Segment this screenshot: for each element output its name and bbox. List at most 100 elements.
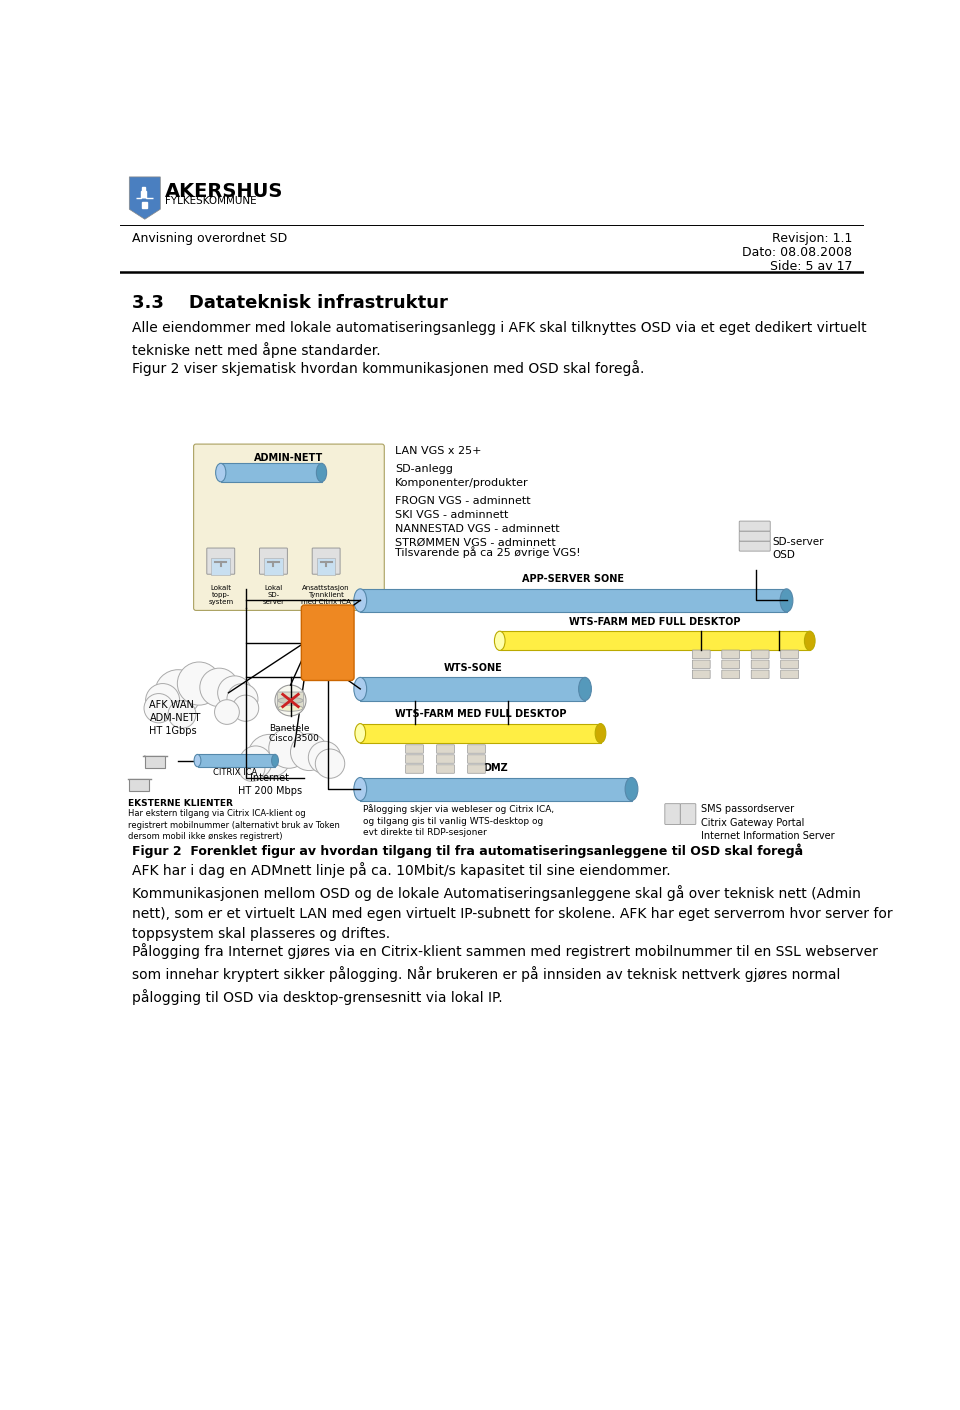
FancyBboxPatch shape [360, 589, 786, 612]
FancyBboxPatch shape [437, 744, 454, 753]
FancyBboxPatch shape [681, 804, 696, 825]
FancyBboxPatch shape [312, 548, 340, 574]
FancyBboxPatch shape [277, 692, 303, 709]
Text: Internet
HT 200 Mbps: Internet HT 200 Mbps [237, 773, 301, 795]
Text: Dato: 08.08.2008: Dato: 08.08.2008 [742, 247, 852, 259]
FancyBboxPatch shape [752, 650, 769, 658]
FancyBboxPatch shape [264, 558, 283, 575]
Ellipse shape [354, 589, 367, 612]
Text: EKSTERNE KLIENTER: EKSTERNE KLIENTER [128, 799, 232, 808]
Ellipse shape [317, 464, 326, 482]
Text: Kommunikasjonen mellom OSD og de lokale Automatiseringsanleggene skal gå over te: Kommunikasjonen mellom OSD og de lokale … [132, 885, 892, 942]
Text: Pålogging skjer via webleser og Citrix ICA,
og tilgang gis til vanlig WTS-deskto: Pålogging skjer via webleser og Citrix I… [363, 805, 554, 838]
Text: SD-server
OSD: SD-server OSD [773, 537, 824, 560]
Text: Pålogging fra Internet gjøres via en Citrix-klient sammen med registrert mobilnu: Pålogging fra Internet gjøres via en Cit… [132, 943, 877, 1005]
Text: WTS-FARM MED FULL DESKTOP: WTS-FARM MED FULL DESKTOP [395, 709, 566, 719]
Text: Side: 5 av 17: Side: 5 av 17 [770, 259, 852, 274]
Polygon shape [135, 188, 154, 199]
FancyBboxPatch shape [405, 764, 423, 773]
Text: Lokal
SD-
server: Lokal SD- server [262, 585, 284, 605]
Circle shape [315, 749, 345, 778]
Text: Figur 2  Forenklet figur av hvordan tilgang til fra automatiseringsanleggene til: Figur 2 Forenklet figur av hvordan tilga… [132, 843, 803, 857]
Circle shape [200, 668, 239, 706]
Text: Tilsvarende på ca 25 øvrige VGS!: Tilsvarende på ca 25 øvrige VGS! [396, 547, 581, 558]
Text: SD-anlegg
Komponenter/produkter: SD-anlegg Komponenter/produkter [396, 464, 529, 488]
FancyBboxPatch shape [722, 650, 739, 658]
Circle shape [248, 735, 291, 777]
FancyBboxPatch shape [301, 605, 354, 681]
Ellipse shape [625, 777, 637, 801]
Text: WTS-SONE: WTS-SONE [444, 663, 502, 673]
Text: FYLKESKOMMUNE: FYLKESKOMMUNE [165, 196, 256, 206]
Circle shape [146, 684, 180, 718]
Circle shape [214, 699, 239, 725]
FancyBboxPatch shape [780, 670, 799, 678]
Text: Banetele
Cisco 3500: Banetele Cisco 3500 [269, 723, 319, 743]
FancyBboxPatch shape [437, 754, 454, 763]
Text: AFK WAN
ADM-NETT
HT 1Gbps: AFK WAN ADM-NETT HT 1Gbps [150, 701, 201, 736]
Text: WTS-FARM MED FULL DESKTOP: WTS-FARM MED FULL DESKTOP [569, 616, 740, 626]
Text: LAN VGS x 25+: LAN VGS x 25+ [396, 447, 482, 457]
Text: Anvisning overordnet SD: Anvisning overordnet SD [132, 233, 287, 245]
FancyBboxPatch shape [665, 804, 681, 825]
FancyBboxPatch shape [468, 744, 486, 753]
Circle shape [275, 685, 306, 716]
FancyBboxPatch shape [722, 670, 739, 678]
FancyBboxPatch shape [360, 677, 585, 701]
FancyBboxPatch shape [739, 522, 770, 532]
Text: AFK har i dag en ADMnett linje på ca. 10Mbit/s kapasitet til sine eiendommer.: AFK har i dag en ADMnett linje på ca. 10… [132, 862, 670, 878]
Ellipse shape [278, 705, 303, 711]
Circle shape [155, 670, 202, 716]
FancyBboxPatch shape [405, 744, 423, 753]
FancyBboxPatch shape [206, 548, 234, 574]
Text: Lokalt
topp-
system: Lokalt topp- system [208, 585, 233, 605]
FancyBboxPatch shape [752, 670, 769, 678]
Text: Har ekstern tilgang via Citrix ICA-klient og
registrert mobilnummer (alternativt: Har ekstern tilgang via Citrix ICA-klien… [128, 809, 340, 840]
FancyBboxPatch shape [317, 558, 335, 575]
FancyBboxPatch shape [739, 532, 770, 541]
Polygon shape [130, 176, 160, 219]
Ellipse shape [272, 754, 278, 767]
FancyBboxPatch shape [780, 660, 799, 668]
FancyBboxPatch shape [692, 670, 710, 678]
FancyBboxPatch shape [692, 660, 710, 668]
Text: FROGN VGS - adminnett
SKI VGS - adminnett
NANNESTAD VGS - adminnett
STRØMMEN VGS: FROGN VGS - adminnett SKI VGS - adminnet… [396, 496, 560, 547]
Circle shape [308, 742, 341, 774]
FancyBboxPatch shape [198, 754, 275, 767]
Text: DMZ: DMZ [484, 763, 508, 773]
FancyBboxPatch shape [194, 444, 384, 611]
Circle shape [218, 675, 252, 709]
Circle shape [291, 733, 327, 771]
Text: Figur 2 viser skjematisk hvordan kommunikasjonen med OSD skal foregå.: Figur 2 viser skjematisk hvordan kommuni… [132, 360, 644, 376]
Ellipse shape [354, 677, 367, 701]
FancyBboxPatch shape [130, 780, 150, 791]
FancyBboxPatch shape [752, 660, 769, 668]
FancyBboxPatch shape [739, 541, 770, 551]
FancyBboxPatch shape [468, 764, 486, 773]
Ellipse shape [194, 754, 201, 767]
FancyBboxPatch shape [468, 754, 486, 763]
Ellipse shape [216, 464, 226, 482]
Text: ADMIN-NETT: ADMIN-NETT [254, 453, 324, 462]
Circle shape [269, 728, 309, 768]
FancyBboxPatch shape [360, 777, 632, 801]
FancyBboxPatch shape [722, 660, 739, 668]
FancyBboxPatch shape [692, 650, 710, 658]
FancyBboxPatch shape [405, 754, 423, 763]
Ellipse shape [354, 777, 367, 801]
Text: Revisjon: 1.1: Revisjon: 1.1 [772, 233, 852, 245]
Text: CITRIX ICA: CITRIX ICA [212, 768, 257, 777]
FancyBboxPatch shape [500, 632, 809, 650]
FancyBboxPatch shape [145, 756, 165, 768]
Ellipse shape [595, 723, 606, 743]
Circle shape [227, 684, 258, 715]
Circle shape [232, 695, 259, 722]
Text: Ansattstasjon
Tynnklient
med Citrix ICA: Ansattstasjon Tynnklient med Citrix ICA [301, 585, 351, 605]
Ellipse shape [780, 589, 793, 612]
Circle shape [239, 746, 272, 778]
Text: APP-SERVER SONE: APP-SERVER SONE [522, 574, 624, 584]
Text: AKERSHUS: AKERSHUS [165, 182, 283, 200]
FancyBboxPatch shape [211, 558, 230, 575]
FancyBboxPatch shape [780, 650, 799, 658]
Text: 3.3    Datateknisk infrastruktur: 3.3 Datateknisk infrastruktur [132, 293, 447, 312]
